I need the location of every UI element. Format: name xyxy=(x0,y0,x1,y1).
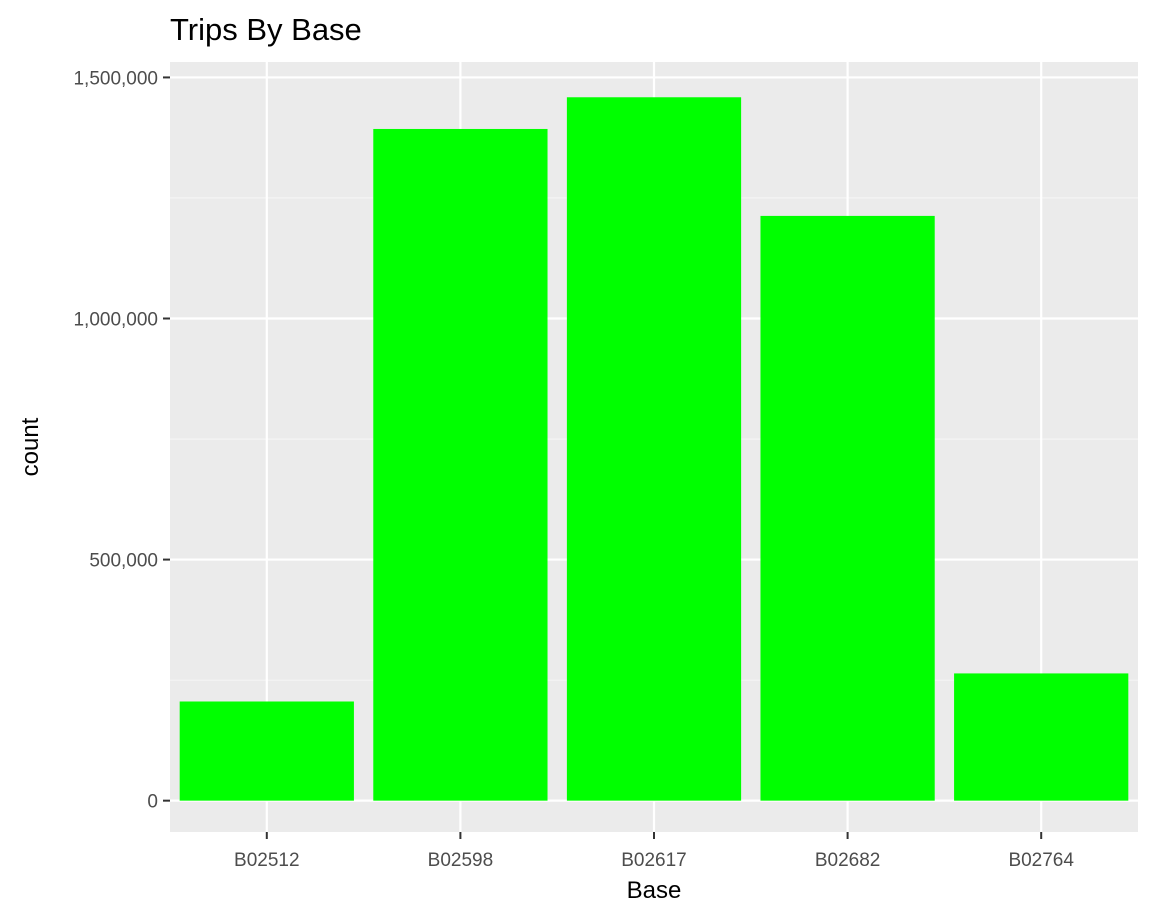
y-tick-label: 1,500,000 xyxy=(73,68,158,89)
y-axis-title: count xyxy=(17,417,44,476)
y-axis: 0 500,000 1,000,000 1,500,000 xyxy=(73,68,170,813)
bar-b02617 xyxy=(566,97,742,801)
x-tick-label: B02598 xyxy=(428,850,494,871)
bar-b02512 xyxy=(179,701,354,801)
x-tick-label: B02617 xyxy=(621,850,687,871)
x-axis: B02512 B02598 B02617 B02682 B02764 xyxy=(234,832,1074,871)
y-tick-label: 0 xyxy=(147,792,158,813)
bar-b02682 xyxy=(760,215,935,801)
x-tick-label: B02512 xyxy=(234,850,300,871)
x-tick-label: B02764 xyxy=(1008,850,1074,871)
bar-b02598 xyxy=(373,128,548,801)
chart-title: Trips By Base xyxy=(170,12,362,47)
bar-b02764 xyxy=(954,673,1129,801)
bars xyxy=(179,97,1129,801)
x-axis-title: Base xyxy=(627,877,682,904)
y-tick-label: 1,000,000 xyxy=(73,310,158,331)
x-tick-label: B02682 xyxy=(815,850,881,871)
y-tick-label: 500,000 xyxy=(89,551,158,572)
